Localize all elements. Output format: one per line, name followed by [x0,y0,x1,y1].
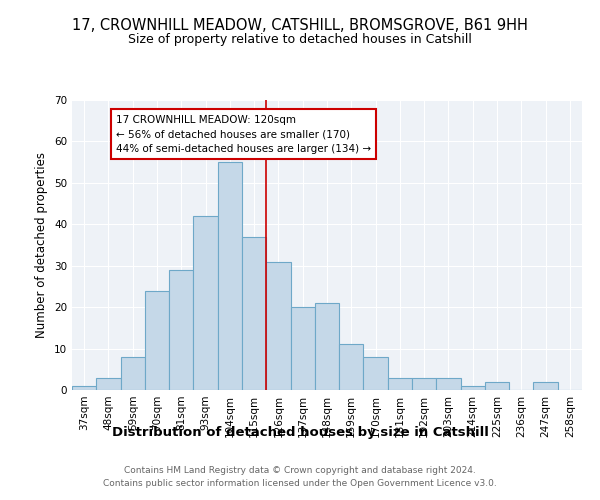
Bar [364,357,388,390]
Bar [290,307,315,390]
Text: Size of property relative to detached houses in Catshill: Size of property relative to detached ho… [128,32,472,46]
Bar [412,378,436,390]
Bar [218,162,242,390]
Bar [242,236,266,390]
Bar [485,382,509,390]
Y-axis label: Number of detached properties: Number of detached properties [35,152,49,338]
Text: Distribution of detached houses by size in Catshill: Distribution of detached houses by size … [112,426,488,439]
Text: Contains HM Land Registry data © Crown copyright and database right 2024.
Contai: Contains HM Land Registry data © Crown c… [103,466,497,487]
Text: 17, CROWNHILL MEADOW, CATSHILL, BROMSGROVE, B61 9HH: 17, CROWNHILL MEADOW, CATSHILL, BROMSGRO… [72,18,528,32]
Bar [96,378,121,390]
Bar [169,270,193,390]
Bar [121,357,145,390]
Bar [72,386,96,390]
Bar [436,378,461,390]
Bar [315,303,339,390]
Bar [461,386,485,390]
Text: 17 CROWNHILL MEADOW: 120sqm
← 56% of detached houses are smaller (170)
44% of se: 17 CROWNHILL MEADOW: 120sqm ← 56% of det… [116,114,371,154]
Bar [388,378,412,390]
Bar [266,262,290,390]
Bar [145,290,169,390]
Bar [339,344,364,390]
Bar [533,382,558,390]
Bar [193,216,218,390]
